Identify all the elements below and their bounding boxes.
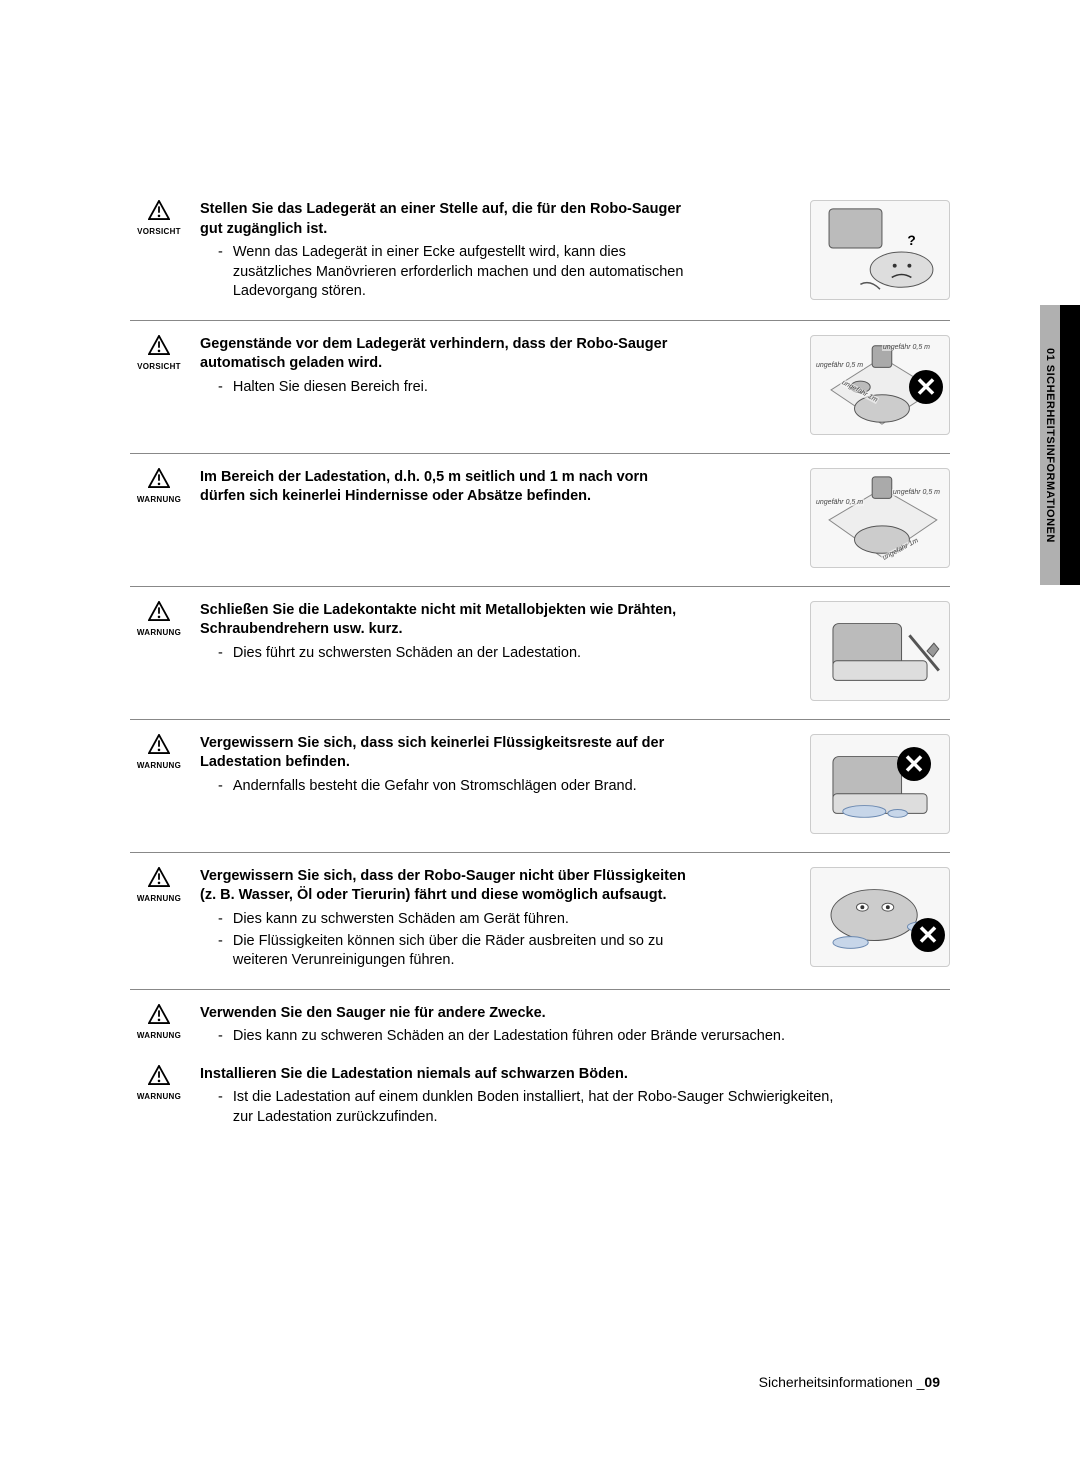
x-mark-icon: ✕ bbox=[897, 747, 931, 781]
safety-section: WARNUNG Installieren Sie die Ladestation… bbox=[130, 1065, 950, 1132]
text-column: Verwenden Sie den Sauger nie für andere … bbox=[200, 1004, 840, 1047]
section-heading: Schließen Sie die Ladekontakte nicht mit… bbox=[200, 601, 690, 640]
warning-icon bbox=[148, 468, 170, 488]
safety-section: WARNUNG Vergewissern Sie sich, dass sich… bbox=[130, 734, 950, 853]
dim-label: ungefähr 0,5 m bbox=[892, 489, 941, 496]
bullet-text: Dies führt zu schwersten Schäden an der … bbox=[233, 644, 581, 664]
label-column: WARNUNG bbox=[130, 867, 188, 971]
label-column: VORSICHT bbox=[130, 200, 188, 302]
bullet-item: -Halten Sie diesen Bereich frei. bbox=[200, 378, 690, 398]
bullet-item: -Dies kann zu schwersten Schäden am Gerä… bbox=[200, 910, 690, 930]
label-column: VORSICHT bbox=[130, 335, 188, 435]
warning-icon bbox=[148, 601, 170, 621]
bullet-dash: - bbox=[218, 644, 223, 664]
bullet-dash: - bbox=[218, 378, 223, 398]
warning-label: WARNUNG bbox=[130, 628, 188, 637]
section-heading: Vergewissern Sie sich, dass der Robo-Sau… bbox=[200, 867, 690, 906]
safety-section: WARNUNG Schließen Sie die Ladekontakte n… bbox=[130, 601, 950, 720]
caution-label: VORSICHT bbox=[130, 362, 188, 371]
label-column: WARNUNG bbox=[130, 734, 188, 834]
illustration-clearance: ungefähr 0,5 m ungefähr 0,5 m ungefähr 1… bbox=[810, 468, 950, 568]
bullet-item: -Andernfalls besteht die Gefahr von Stro… bbox=[200, 777, 690, 797]
caution-label: VORSICHT bbox=[130, 227, 188, 236]
bullet-item: -Die Flüssigkeiten können sich über die … bbox=[200, 932, 690, 971]
caution-icon bbox=[148, 200, 170, 220]
page-footer: Sicherheitsinformationen _09 bbox=[759, 1374, 940, 1390]
bullet-item: -Dies kann zu schweren Schäden an der La… bbox=[200, 1027, 840, 1047]
page-number: 09 bbox=[924, 1374, 940, 1390]
dim-label: ungefähr 0,5 m bbox=[815, 362, 864, 369]
label-column: WARNUNG bbox=[130, 468, 188, 568]
safety-section: WARNUNG Im Bereich der Ladestation, d.h.… bbox=[130, 468, 950, 587]
dim-label: ungefähr 0,5 m bbox=[882, 344, 931, 351]
warning-label: WARNUNG bbox=[130, 495, 188, 504]
x-mark-icon: ✕ bbox=[909, 370, 943, 404]
label-column: WARNUNG bbox=[130, 1004, 188, 1047]
caution-icon bbox=[148, 335, 170, 355]
section-heading: Im Bereich der Ladestation, d.h. 0,5 m s… bbox=[200, 468, 690, 507]
safety-section: WARNUNG Verwenden Sie den Sauger nie für… bbox=[130, 1004, 950, 1051]
warning-label: WARNUNG bbox=[130, 1031, 188, 1040]
x-mark-icon: ✕ bbox=[911, 918, 945, 952]
bullet-dash: - bbox=[218, 777, 223, 797]
text-column: Schließen Sie die Ladekontakte nicht mit… bbox=[200, 601, 690, 701]
warning-label: WARNUNG bbox=[130, 761, 188, 770]
page-content: VORSICHT Stellen Sie das Ladegerät an ei… bbox=[0, 0, 1080, 1205]
bullet-dash: - bbox=[218, 243, 223, 302]
text-column: Gegenstände vor dem Ladegerät verhindern… bbox=[200, 335, 690, 435]
label-column: WARNUNG bbox=[130, 1065, 188, 1128]
bullet-text: Dies kann zu schwersten Schäden am Gerät… bbox=[233, 910, 569, 930]
footer-text: Sicherheitsinformationen _ bbox=[759, 1374, 925, 1390]
bullet-dash: - bbox=[218, 910, 223, 930]
text-column: Im Bereich der Ladestation, d.h. 0,5 m s… bbox=[200, 468, 690, 568]
warning-label: WARNUNG bbox=[130, 894, 188, 903]
illustration-dock-screwdriver bbox=[810, 601, 950, 701]
bullet-item: -Wenn das Ladegerät in einer Ecke aufges… bbox=[200, 243, 690, 302]
section-heading: Stellen Sie das Ladegerät an einer Stell… bbox=[200, 200, 690, 239]
illustration-clearance-blocked: ungefähr 0,5 m ungefähr 0,5 m ungefähr 1… bbox=[810, 335, 950, 435]
warning-label: WARNUNG bbox=[130, 1092, 188, 1101]
bullet-text: Wenn das Ladegerät in einer Ecke aufgest… bbox=[233, 243, 690, 302]
bullet-text: Die Flüssigkeiten können sich über die R… bbox=[233, 932, 690, 971]
section-heading: Gegenstände vor dem Ladegerät verhindern… bbox=[200, 335, 690, 374]
warning-icon bbox=[148, 1065, 170, 1085]
bullet-dash: - bbox=[218, 1027, 223, 1047]
text-column: Vergewissern Sie sich, dass der Robo-Sau… bbox=[200, 867, 690, 971]
bullet-item: -Dies führt zu schwersten Schäden an der… bbox=[200, 644, 690, 664]
svg-text:?: ? bbox=[907, 233, 915, 248]
section-heading: Installieren Sie die Ladestation niemals… bbox=[200, 1065, 840, 1085]
warning-icon bbox=[148, 734, 170, 754]
safety-section: WARNUNG Vergewissern Sie sich, dass der … bbox=[130, 867, 950, 990]
bullet-item: -Ist die Ladestation auf einem dunklen B… bbox=[200, 1088, 840, 1127]
safety-section: VORSICHT Gegenstände vor dem Ladegerät v… bbox=[130, 335, 950, 454]
safety-section: VORSICHT Stellen Sie das Ladegerät an ei… bbox=[130, 200, 950, 321]
bullet-text: Halten Sie diesen Bereich frei. bbox=[233, 378, 428, 398]
illustration-dock-liquid: ✕ bbox=[810, 734, 950, 834]
section-heading: Vergewissern Sie sich, dass sich keinerl… bbox=[200, 734, 690, 773]
text-column: Installieren Sie die Ladestation niemals… bbox=[200, 1065, 840, 1128]
bullet-text: Andernfalls besteht die Gefahr von Strom… bbox=[233, 777, 637, 797]
warning-icon bbox=[148, 1004, 170, 1024]
label-column: WARNUNG bbox=[130, 601, 188, 701]
bullet-text: Dies kann zu schweren Schäden an der Lad… bbox=[233, 1027, 785, 1047]
bullet-text: Ist die Ladestation auf einem dunklen Bo… bbox=[233, 1088, 840, 1127]
dim-label: ungefähr 0,5 m bbox=[815, 499, 864, 506]
illustration-corner-charger: ? bbox=[810, 200, 950, 300]
warning-icon bbox=[148, 867, 170, 887]
text-column: Vergewissern Sie sich, dass sich keinerl… bbox=[200, 734, 690, 834]
text-column: Stellen Sie das Ladegerät an einer Stell… bbox=[200, 200, 690, 302]
section-heading: Verwenden Sie den Sauger nie für andere … bbox=[200, 1004, 840, 1024]
illustration-robot-liquid: ✕ bbox=[810, 867, 950, 967]
bullet-dash: - bbox=[218, 932, 223, 971]
bullet-dash: - bbox=[218, 1088, 223, 1127]
